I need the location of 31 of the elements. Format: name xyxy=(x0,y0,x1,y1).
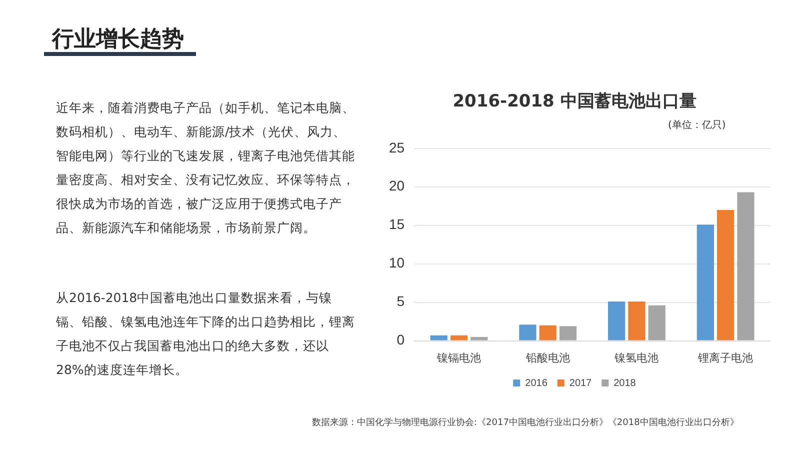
bar xyxy=(696,224,714,340)
text: 从2016-2018中国蓄电池出口量数据来看，与镍镉、铅酸、镍氢电池连年下降的出口趋势相比，锂离子电池不仅占我国蓄电池出口的绝大多数，还以28%的速度连年增长。 xyxy=(56,289,356,379)
bar xyxy=(559,326,577,340)
legend-label: 2016 xyxy=(525,378,548,389)
bar xyxy=(648,305,666,340)
text: (单位：亿只) xyxy=(668,118,726,132)
bar xyxy=(519,324,536,340)
bar xyxy=(628,302,646,340)
y-tick-label: 5 xyxy=(396,293,405,310)
y-tick-label: 10 xyxy=(388,254,405,271)
legend-label: 2018 xyxy=(614,378,636,389)
y-tick-label: 25 xyxy=(388,139,405,156)
y-tick-label: 20 xyxy=(388,178,405,194)
chart-title: 2016-2018 中国蓄电池出口量 xyxy=(452,92,696,112)
bar xyxy=(737,192,754,340)
x-tick-label: 锂离子电池 xyxy=(697,351,754,364)
y-tick-label: 0 xyxy=(396,332,405,348)
y-tick-label: 15 xyxy=(388,216,405,232)
bar xyxy=(430,335,448,340)
bar xyxy=(470,336,488,340)
source-note: 数据来源：中国化学与物理电源行业协会:《2017中国电池行业出口分析》《2018中国电池行业出口分析》 xyxy=(312,416,739,429)
x-tick-label: 镍氢电池 xyxy=(614,351,659,364)
text: 近年来，随着消费电子产品（如手机、笔记本电脑、数码相机）、电动车、新能源/技术（光伏、风力、智能电网）等行业的飞速发展，锂离子电池凭借其能量密度高、相对安全、没有记忆效应、环保等特点，很快成为市场的首选，被广泛应用于便携式电子产品、新能源汽车和储能场景，市场前景广阔。 xyxy=(56,99,356,237)
x-tick-label: 铅酸电池 xyxy=(524,351,570,364)
x-tick-label: 镍镉电池 xyxy=(436,351,481,364)
legend-label: 2017 xyxy=(569,378,592,389)
bar xyxy=(608,302,626,340)
bar xyxy=(717,210,734,340)
text: 行业增长趋势 xyxy=(52,26,184,54)
bar xyxy=(539,325,556,340)
bar xyxy=(450,335,468,340)
